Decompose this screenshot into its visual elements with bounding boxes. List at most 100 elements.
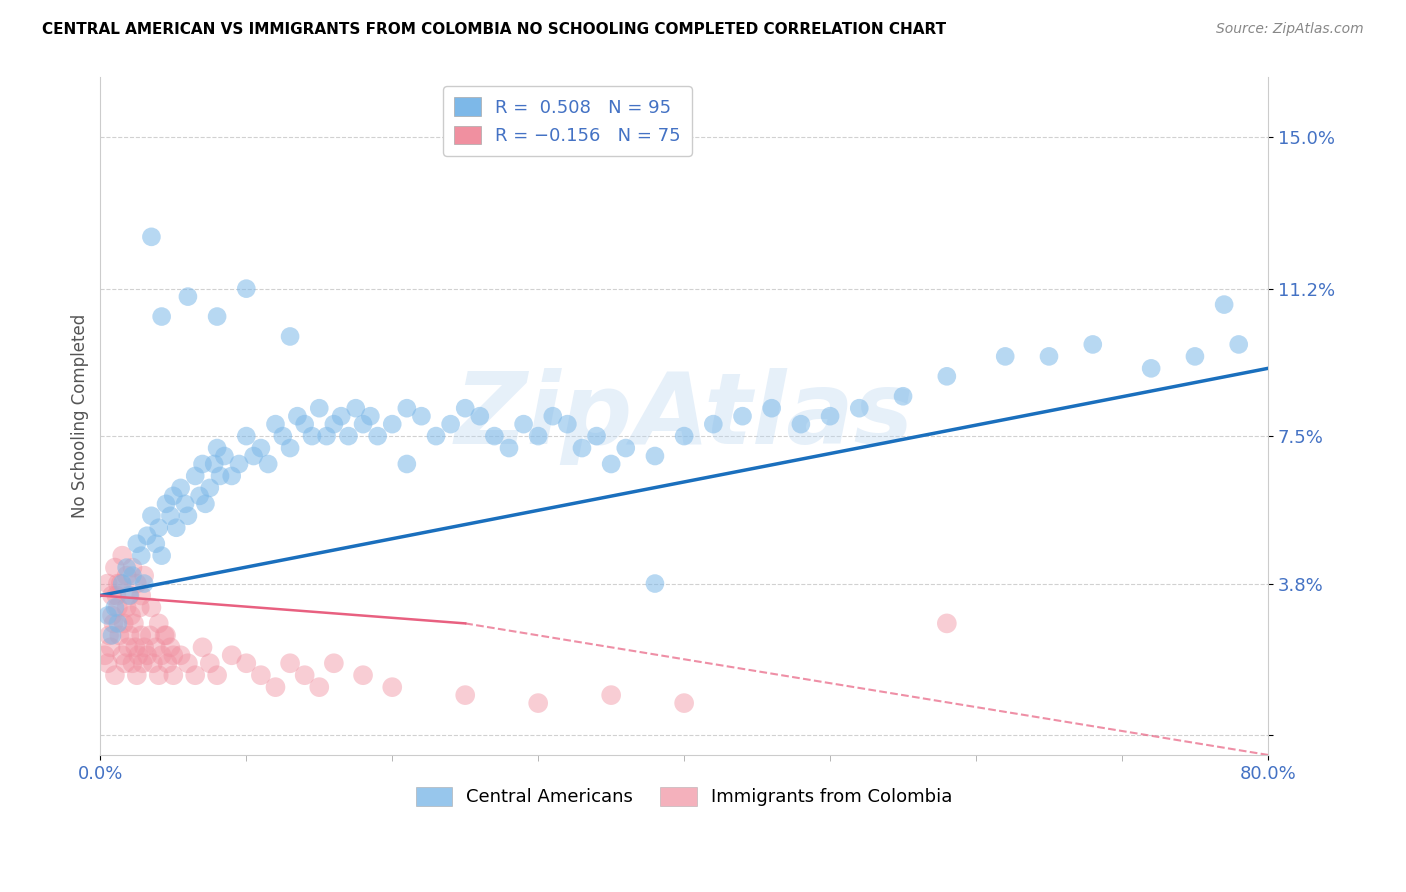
Point [148,616,170,631]
Point [104,668,127,682]
Point [141,508,163,523]
Point [527,696,550,710]
Point [294,417,316,431]
Point [322,657,344,671]
Point [381,680,404,694]
Point [848,401,870,416]
Point [177,508,200,523]
Point [208,469,231,483]
Legend: Central Americans, Immigrants from Colombia: Central Americans, Immigrants from Colom… [409,780,959,814]
Point [120,608,142,623]
Point [527,429,550,443]
Point [104,600,127,615]
Point [129,589,152,603]
Point [308,680,330,694]
Point [790,417,813,431]
Point [205,668,228,682]
Point [184,469,207,483]
Point [177,290,200,304]
Point [1227,337,1250,351]
Point [818,409,841,424]
Point [118,589,141,603]
Point [162,648,184,663]
Point [191,640,214,655]
Point [108,628,131,642]
Point [141,230,163,244]
Point [139,628,162,642]
Point [145,537,167,551]
Point [141,600,163,615]
Point [264,680,287,694]
Point [115,600,138,615]
Point [112,616,135,631]
Point [155,497,177,511]
Point [571,441,593,455]
Point [425,429,447,443]
Point [111,648,134,663]
Point [98,628,121,642]
Point [585,429,607,443]
Point [935,369,957,384]
Point [104,560,127,574]
Point [673,696,696,710]
Point [121,568,143,582]
Point [165,521,187,535]
Point [162,489,184,503]
Point [97,608,120,623]
Point [191,457,214,471]
Point [111,576,134,591]
Point [673,429,696,443]
Point [156,657,179,671]
Point [395,401,418,416]
Point [644,449,666,463]
Point [454,401,477,416]
Point [322,417,344,431]
Point [242,449,264,463]
Point [761,401,783,416]
Point [271,429,294,443]
Point [121,560,143,574]
Point [115,568,138,582]
Point [600,688,623,702]
Point [169,648,191,663]
Text: ZipAtlas: ZipAtlas [454,368,914,465]
Point [97,657,120,671]
Point [125,668,148,682]
Point [1140,361,1163,376]
Point [1038,350,1060,364]
Point [731,409,754,424]
Point [315,429,337,443]
Point [352,668,374,682]
Point [330,409,353,424]
Point [93,648,115,663]
Point [121,657,143,671]
Point [117,640,139,655]
Point [205,441,228,455]
Point [150,648,173,663]
Point [131,657,153,671]
Point [278,441,301,455]
Point [114,657,136,671]
Point [381,417,404,431]
Point [97,576,120,591]
Point [454,688,477,702]
Point [174,497,197,511]
Point [129,628,152,642]
Point [235,657,257,671]
Point [702,417,724,431]
Point [557,417,579,431]
Point [221,469,243,483]
Point [118,589,141,603]
Point [107,576,129,591]
Point [198,657,221,671]
Point [162,668,184,682]
Point [250,668,273,682]
Point [264,417,287,431]
Point [145,640,167,655]
Point [287,409,309,424]
Point [411,409,433,424]
Point [439,417,461,431]
Point [257,457,280,471]
Point [367,429,389,443]
Point [600,457,623,471]
